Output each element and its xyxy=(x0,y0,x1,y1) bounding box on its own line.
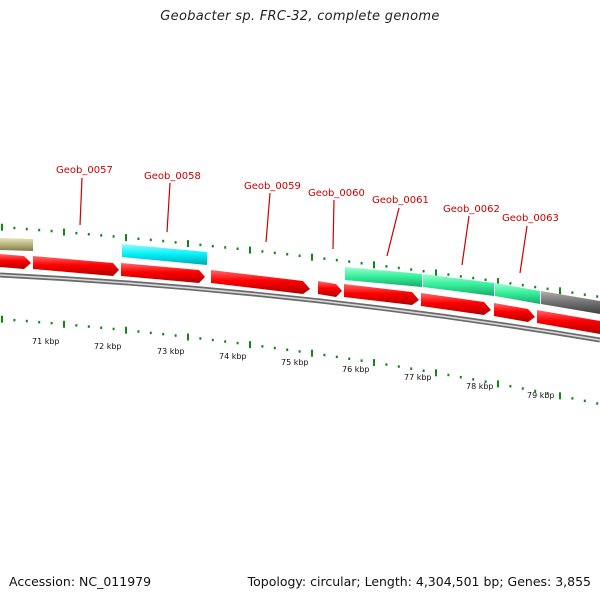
leader-geob-0058 xyxy=(166,182,171,233)
kbp-label: 74 kbp xyxy=(219,352,247,361)
leader-geob-0062 xyxy=(461,215,470,266)
gene-label-geob-0061[interactable]: Geob_0061 xyxy=(372,195,429,206)
leader-geob-0057 xyxy=(79,177,83,226)
leader-geob-0061 xyxy=(386,207,400,257)
reverse-strand-track xyxy=(0,238,600,314)
cds-red-2[interactable] xyxy=(33,256,119,276)
cds-olive[interactable] xyxy=(0,238,33,251)
cds-red-6[interactable] xyxy=(344,284,419,305)
cds-green-geob-0063[interactable] xyxy=(495,283,540,304)
gene-label-leaders xyxy=(79,177,528,274)
gene-label-geob-0058[interactable]: Geob_0058 xyxy=(144,171,201,182)
genome-summary-text: Topology: circular; Length: 4,304,501 bp… xyxy=(247,574,591,589)
cds-grey[interactable] xyxy=(541,291,600,314)
gene-label-geob-0060[interactable]: Geob_0060 xyxy=(308,188,365,199)
kbp-label: 73 kbp xyxy=(157,347,185,356)
gene-label-geob-0057[interactable]: Geob_0057 xyxy=(56,165,113,176)
cds-red-4[interactable] xyxy=(211,270,310,294)
kbp-label: 72 kbp xyxy=(94,342,122,351)
cds-red-1[interactable] xyxy=(0,254,31,269)
gene-label-geob-0063[interactable]: Geob_0063 xyxy=(502,213,559,224)
kbp-ruler-labels: 71 kbp 72 kbp 73 kbp 74 kbp 75 kbp 76 kb… xyxy=(32,337,555,400)
cds-green-geob-0062[interactable] xyxy=(423,274,494,296)
gene-label-geob-0059[interactable]: Geob_0059 xyxy=(244,181,301,192)
leader-geob-0060 xyxy=(332,199,335,250)
kbp-label: 76 kbp xyxy=(342,365,370,374)
cds-red-8[interactable] xyxy=(494,303,535,322)
kbp-label: 77 kbp xyxy=(404,373,432,382)
leader-geob-0059 xyxy=(265,192,271,243)
outer-scale-ticks xyxy=(1,223,599,298)
cds-green-geob-0061[interactable] xyxy=(345,267,422,287)
cds-red-5[interactable] xyxy=(318,281,342,297)
gene-labels: Geob_0057 Geob_0058 Geob_0059 Geob_0060 … xyxy=(56,165,559,224)
kbp-label: 71 kbp xyxy=(32,337,60,346)
map-title: Geobacter sp. FRC-32, complete genome xyxy=(160,9,440,24)
leader-geob-0063 xyxy=(519,225,528,274)
gene-label-geob-0062[interactable]: Geob_0062 xyxy=(443,204,500,215)
cds-cyan-geob-0058[interactable] xyxy=(122,244,207,265)
genome-backbone-highlight xyxy=(0,274,600,341)
inner-scale-ticks xyxy=(1,315,599,405)
forward-strand-track xyxy=(0,254,600,334)
kbp-label: 78 kbp xyxy=(466,382,494,391)
cds-red-9[interactable] xyxy=(537,310,600,334)
cds-red-3[interactable] xyxy=(121,263,205,283)
kbp-label: 75 kbp xyxy=(281,358,309,367)
cds-red-7[interactable] xyxy=(421,293,491,315)
accession-text: Accession: NC_011979 xyxy=(9,574,152,589)
kbp-label: 79 kbp xyxy=(527,391,555,400)
